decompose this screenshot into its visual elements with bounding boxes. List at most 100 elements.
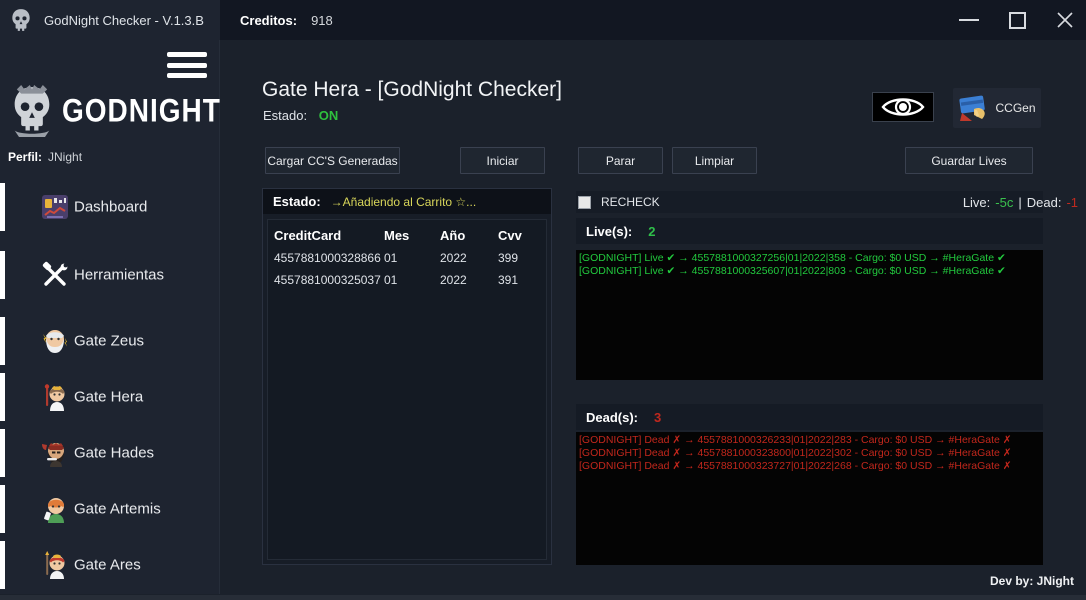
hera-icon xyxy=(40,382,70,412)
credits-value: 918 xyxy=(311,12,333,28)
sidebar-item-gate-zeus[interactable]: Gate Zeus xyxy=(0,314,220,368)
lives-count: 2 xyxy=(648,223,656,239)
sidebar-item-gate-hades[interactable]: Gate Hades xyxy=(0,426,220,480)
cell-month: 01 xyxy=(384,273,398,287)
sidebar-item-label: Dashboard xyxy=(74,198,148,216)
save-lives-button[interactable]: Guardar Lives xyxy=(905,147,1033,174)
lives-label: Live(s): xyxy=(586,223,633,239)
console-line: [GODNIGHT] Dead ✗ → 4557881000323727|01|… xyxy=(579,460,1012,472)
recheck-checkbox[interactable] xyxy=(578,195,591,209)
stats-separator: | xyxy=(1018,194,1022,210)
dashboard-icon xyxy=(40,192,70,222)
lives-console[interactable]: [GODNIGHT] Live ✔ → 4557881000327256|01|… xyxy=(576,250,1043,380)
sidebar-item-gate-hera[interactable]: Gate Hera xyxy=(0,370,220,424)
gate-status: Estado: ON xyxy=(263,108,338,123)
ccgen-button[interactable]: CCGen xyxy=(953,88,1041,128)
maximize-icon xyxy=(1008,11,1026,29)
active-indicator xyxy=(0,373,5,421)
cell-month: 01 xyxy=(384,251,398,265)
profile: Perfil: JNight xyxy=(8,150,82,164)
menu-toggle-button[interactable] xyxy=(167,52,207,78)
col-creditcard: CreditCard xyxy=(274,228,342,243)
console-line: [GODNIGHT] Live ✔ → 4557881000327256|01|… xyxy=(579,252,1006,264)
sidebar-item-herramientas[interactable]: Herramientas xyxy=(0,248,220,302)
col-cvv: Cvv xyxy=(498,228,522,243)
window-controls xyxy=(958,0,1076,40)
table-row[interactable]: 4557881000328866 01 2022 399 xyxy=(274,251,540,265)
active-indicator xyxy=(0,541,5,589)
maximize-button[interactable] xyxy=(1006,9,1028,31)
live-stat-label: Live: xyxy=(962,194,991,210)
page-title: Gate Hera - [GodNight Checker] xyxy=(262,78,562,101)
cards-table[interactable]: CreditCard Mes Año Cvv 4557881000328866 … xyxy=(267,219,547,560)
sidebar-item-label: Gate Ares xyxy=(74,556,141,574)
eye-icon xyxy=(881,98,925,116)
close-button[interactable] xyxy=(1054,9,1076,31)
deads-count: 3 xyxy=(654,409,662,425)
active-indicator xyxy=(0,317,5,365)
dead-stat-label: Dead: xyxy=(1026,194,1062,210)
visibility-button[interactable] xyxy=(872,92,934,122)
live-dead-stats: Live: -5c | Dead: -1 xyxy=(963,191,1078,213)
cards-table-header: CreditCard Mes Año Cvv xyxy=(274,228,540,243)
active-indicator xyxy=(0,485,5,533)
credits-label: Creditos: xyxy=(240,12,298,28)
active-indicator xyxy=(0,429,5,477)
console-line: [GODNIGHT] Dead ✗ → 4557881000323800|01|… xyxy=(579,447,1012,459)
gate-status-value: ON xyxy=(318,108,339,123)
logo: GODNIGHT xyxy=(6,82,221,140)
artemis-icon xyxy=(40,494,70,524)
app-title: GodNight Checker - V.1.3.B xyxy=(44,12,204,28)
recheck-label: RECHECK xyxy=(601,195,660,209)
tools-icon xyxy=(40,260,70,290)
active-indicator xyxy=(0,251,5,299)
sidebar-item-label: Gate Hera xyxy=(74,388,144,406)
sidebar: GODNIGHT Perfil: JNight Dashboard xyxy=(0,40,220,594)
stop-button[interactable]: Parar xyxy=(578,147,663,174)
col-mes: Mes xyxy=(384,228,410,243)
console-line: [GODNIGHT] Live ✔ → 4557881000325607|01|… xyxy=(579,265,1006,277)
recheck-row: RECHECK xyxy=(576,191,1043,213)
clear-button[interactable]: Limpiar xyxy=(672,147,757,174)
sidebar-item-label: Gate Hades xyxy=(74,444,155,462)
cell-number: 4557881000328866 xyxy=(274,251,381,265)
close-icon xyxy=(1057,12,1073,28)
credit-card-icon xyxy=(959,95,986,121)
deads-console[interactable]: [GODNIGHT] Dead ✗ → 4557881000326233|01|… xyxy=(576,432,1043,565)
sidebar-item-gate-ares[interactable]: Gate Ares xyxy=(0,538,220,592)
credits: Creditos: 918 xyxy=(240,0,333,40)
sidebar-item-gate-artemis[interactable]: Gate Artemis xyxy=(0,482,220,536)
hades-icon xyxy=(40,438,70,468)
titlebar-left: GodNight Checker - V.1.3.B xyxy=(0,0,220,40)
sidebar-item-dashboard[interactable]: Dashboard xyxy=(0,180,220,234)
titlebar: GodNight Checker - V.1.3.B Creditos: 918 xyxy=(0,0,1086,40)
queue-status-bar: Estado: →Añadiendo al Carrito ☆... xyxy=(263,189,551,214)
zeus-icon xyxy=(40,326,70,356)
load-generated-cards-button[interactable]: Cargar CC'S Generadas xyxy=(265,147,400,174)
start-button[interactable]: Iniciar xyxy=(460,147,545,174)
cell-year: 2022 xyxy=(440,251,467,265)
active-indicator xyxy=(0,183,5,231)
minimize-button[interactable] xyxy=(958,9,980,31)
ccgen-label: CCGen xyxy=(995,101,1036,115)
hamburger-icon xyxy=(167,52,207,57)
gate-status-label: Estado: xyxy=(263,108,308,123)
cell-cvv: 399 xyxy=(498,251,519,265)
ares-icon xyxy=(40,550,70,580)
cell-cvv: 391 xyxy=(498,273,519,287)
window-bottom-edge xyxy=(0,595,1086,600)
queue-status-value: →Añadiendo al Carrito ☆... xyxy=(330,194,477,209)
sidebar-item-label: Gate Artemis xyxy=(74,500,161,518)
live-stat-value: -5c xyxy=(995,194,1014,210)
cell-number: 4557881000325037 xyxy=(274,273,381,287)
logo-skull-icon xyxy=(6,82,58,140)
lives-header: Live(s): 2 xyxy=(576,218,1043,244)
sidebar-item-label: Gate Zeus xyxy=(74,332,145,350)
table-row[interactable]: 4557881000325037 01 2022 391 xyxy=(274,273,540,287)
cards-panel: Estado: →Añadiendo al Carrito ☆... Credi… xyxy=(262,188,552,565)
queue-status-label: Estado: xyxy=(273,194,321,209)
cell-year: 2022 xyxy=(440,273,467,287)
dev-credit: Dev by: JNight xyxy=(989,574,1074,588)
col-ano: Año xyxy=(440,228,466,243)
